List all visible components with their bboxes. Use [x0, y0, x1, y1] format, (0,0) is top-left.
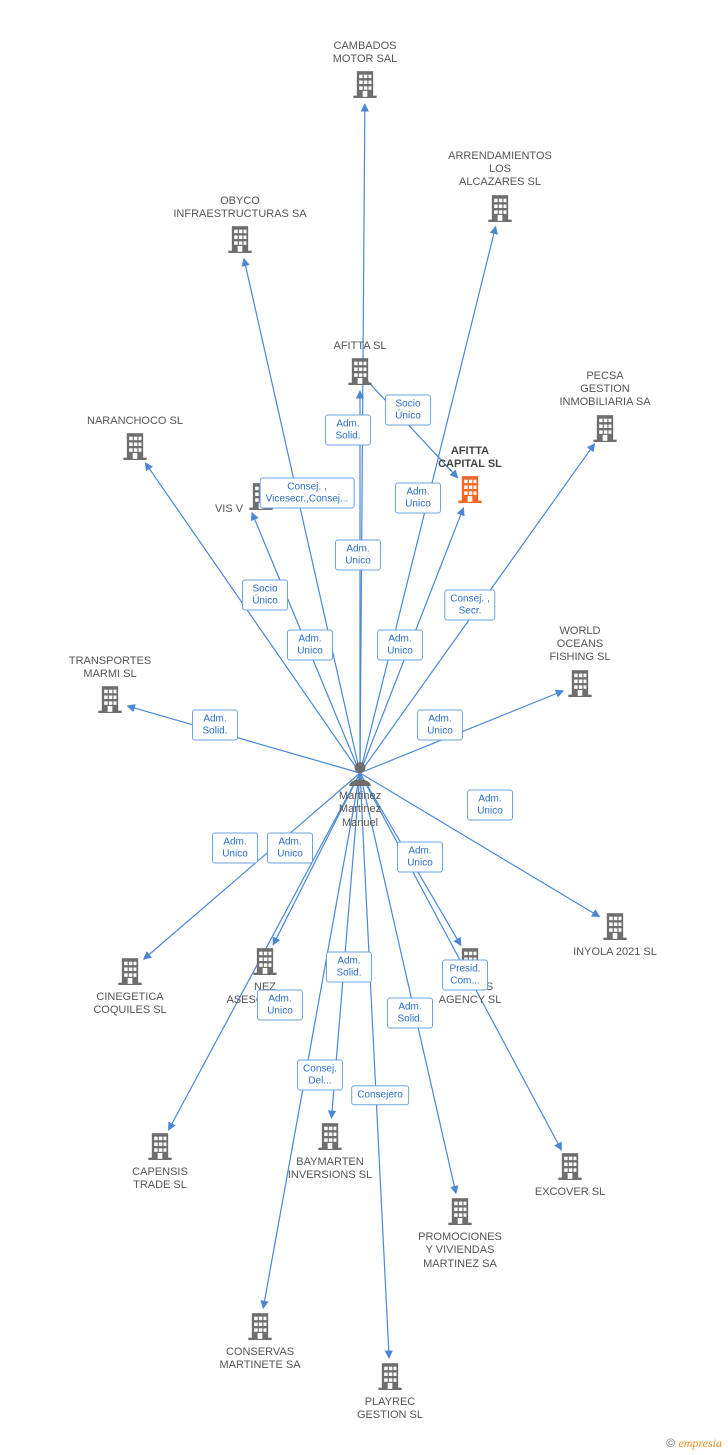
company-node-cambados[interactable]: CAMBADOS MOTOR SAL	[295, 40, 435, 105]
edge-label: SocioÚnico	[385, 395, 431, 426]
company-label: AFITTA CAPITAL SL	[400, 445, 540, 471]
center-person-label: Martinez Martinez Manuel	[315, 790, 405, 830]
edge-label: Adm.Unico	[287, 630, 333, 661]
company-node-naranchoco[interactable]: NARANCHOCO SL	[65, 415, 205, 466]
company-label: INYOLA 2021 SL	[545, 946, 685, 959]
edge-label: Adm.Unico	[397, 842, 443, 873]
edge-label: Adm.Unico	[377, 630, 423, 661]
edge-label: Adm.Unico	[335, 540, 381, 571]
edge-label: Adm.Unico	[257, 990, 303, 1021]
company-label: BAYMARTEN INVERSIONS SL	[260, 1156, 400, 1182]
edge-label: Adm.Solid.	[192, 710, 238, 741]
edge-label: Adm.Unico	[467, 790, 513, 821]
company-label: CONSERVAS MARTINETE SA	[190, 1346, 330, 1372]
edge-label: Adm.Solid.	[325, 415, 371, 446]
edge-label: Adm.Unico	[267, 833, 313, 864]
company-node-playrec[interactable]: PLAYREC GESTION SL	[320, 1360, 460, 1425]
company-node-world[interactable]: WORLD OCEANS FISHING SL	[510, 625, 650, 703]
company-node-baymarten[interactable]: BAYMARTEN INVERSIONS SL	[260, 1120, 400, 1185]
company-node-transportes[interactable]: TRANSPORTES MARMI SL	[40, 655, 180, 720]
company-label: CAMBADOS MOTOR SAL	[295, 40, 435, 66]
footer-credit: © empresia	[666, 1436, 722, 1451]
company-node-cinegetica[interactable]: CINEGETICA COQUILES SL	[60, 955, 200, 1020]
company-label: CAPENSIS TRADE SL	[90, 1166, 230, 1192]
company-label: ARRENDAMIENTOS LOS ALCAZARES SL	[430, 150, 570, 190]
company-node-obyco[interactable]: OBYCO INFRAESTRUCTURAS SA	[170, 195, 310, 260]
edge-label: Adm.Solid.	[326, 952, 372, 983]
company-label: TRANSPORTES MARMI SL	[40, 655, 180, 681]
edge-label: Adm.Solid.	[387, 998, 433, 1029]
company-label: VIS V	[215, 503, 243, 516]
company-label: NARANCHOCO SL	[65, 415, 205, 428]
company-label: AFITTA SL	[290, 340, 430, 353]
edge-label: Adm.Unico	[395, 483, 441, 514]
edges-layer	[0, 0, 728, 1455]
company-label: CINEGETICA COQUILES SL	[60, 991, 200, 1017]
company-label: OBYCO INFRAESTRUCTURAS SA	[170, 195, 310, 221]
edge-label: Adm.Unico	[417, 710, 463, 741]
company-label: PECSA GESTION INMOBILIARIA SA	[535, 370, 675, 410]
edge-label: SocioÚnico	[242, 580, 288, 611]
network-canvas: Martinez Martinez Manuel CAMBADOS MOTOR S…	[0, 0, 728, 1455]
brand-name: empresia	[678, 1436, 722, 1450]
edge-label: Consejero	[351, 1085, 409, 1105]
company-node-conservas[interactable]: CONSERVAS MARTINETE SA	[190, 1310, 330, 1375]
edge-label: Adm.Unico	[212, 833, 258, 864]
company-node-promo[interactable]: PROMOCIONES Y VIVIENDAS MARTINEZ SA	[390, 1195, 530, 1273]
company-label: PLAYREC GESTION SL	[320, 1396, 460, 1422]
company-node-excover[interactable]: EXCOVER SL	[500, 1150, 640, 1201]
company-node-arrend[interactable]: ARRENDAMIENTOS LOS ALCAZARES SL	[430, 150, 570, 228]
center-person[interactable]: Martinez Martinez Manuel	[315, 760, 405, 832]
edge-label: Presid.Com...	[442, 960, 488, 991]
company-node-afitta[interactable]: AFITTA SL	[290, 340, 430, 391]
company-node-capensis[interactable]: CAPENSIS TRADE SL	[90, 1130, 230, 1195]
company-node-inyola[interactable]: INYOLA 2021 SL	[545, 910, 685, 961]
company-label: WORLD OCEANS FISHING SL	[510, 625, 650, 665]
edge-label: Consej. ,Secr.	[444, 590, 495, 621]
edge-label: Consej. ,Vicesecr.,Consej...	[260, 478, 355, 509]
company-node-pecsa[interactable]: PECSA GESTION INMOBILIARIA SA	[535, 370, 675, 448]
edge-label: Consej.Del...	[297, 1060, 343, 1091]
copyright-symbol: ©	[666, 1436, 675, 1450]
company-label: PROMOCIONES Y VIVIENDAS MARTINEZ SA	[390, 1231, 530, 1271]
